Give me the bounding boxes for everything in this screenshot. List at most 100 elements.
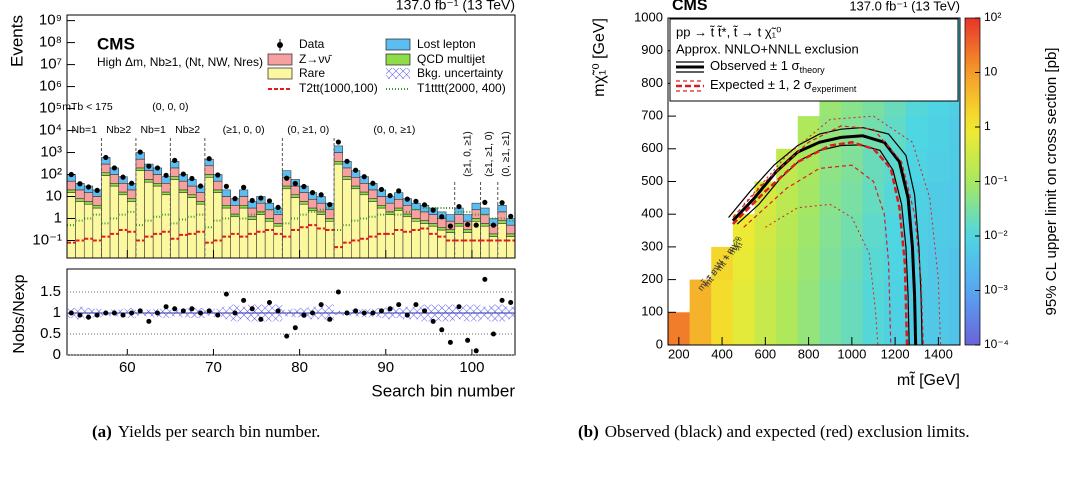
stack-segment	[282, 188, 292, 258]
heat-cell	[884, 214, 907, 248]
ratio-point	[482, 276, 488, 282]
legend-label: Rare	[299, 66, 325, 80]
stack	[67, 145, 515, 258]
stack-segment	[256, 214, 266, 258]
stack-segment	[221, 189, 231, 197]
ratio-point	[327, 316, 333, 322]
stack-segment	[118, 191, 128, 196]
legend-label: T1tttt(2000, 400)	[417, 81, 506, 95]
y-tick-label: 0	[656, 336, 663, 351]
heat-cell	[841, 312, 864, 345]
y-tick-label: 700	[641, 108, 663, 123]
stack-segment	[127, 198, 137, 202]
ratio-point	[430, 318, 436, 324]
z-tick-label: 10⁻³	[984, 283, 1008, 297]
data-point	[189, 175, 195, 182]
stack-segment	[67, 180, 76, 191]
heat-cell	[776, 214, 799, 248]
z-tick-label: 1	[984, 119, 991, 133]
stack-segment	[342, 179, 352, 258]
stack-segment	[419, 211, 430, 221]
x-tick-label: 80	[291, 359, 308, 376]
caption-b: (b) Observed (black) and expected (red) e…	[578, 417, 1058, 447]
heat-cell	[862, 279, 885, 313]
y-tick-label: 500	[641, 173, 663, 188]
stack-segment	[351, 188, 361, 258]
x-tick-label: 1400	[924, 346, 953, 361]
heat-cell	[949, 181, 960, 215]
region-label: (≥1, 0, ≥1)	[462, 131, 473, 176]
stack-segment	[109, 185, 119, 258]
data-point	[172, 157, 178, 163]
data-point	[197, 183, 204, 189]
stack-segment	[463, 229, 473, 233]
legend-label: Lost lepton	[417, 37, 476, 51]
heat-cell	[905, 116, 929, 150]
stack-segment	[445, 232, 455, 258]
legend-icon	[277, 42, 283, 48]
heat-cell	[819, 181, 842, 215]
stack-segment	[178, 189, 188, 193]
stack-segment	[239, 196, 249, 206]
y-tick-label: 10	[45, 187, 62, 204]
heat-cell	[711, 312, 734, 345]
stack-segment	[273, 214, 283, 224]
y-tick-label: 10³	[40, 144, 62, 161]
stack-segment	[204, 174, 214, 178]
selection-label: High Δm, Nb≥1, (Nt, NW, Nres)	[97, 55, 263, 69]
stack-segment	[506, 224, 515, 235]
z-axis-label: 95% CL upper limit on cross section [pb]	[1043, 48, 1060, 316]
legend-icon	[267, 53, 293, 66]
data-point	[447, 223, 453, 229]
stack-segment	[333, 152, 343, 162]
heat-cell	[689, 279, 712, 313]
data-point	[137, 149, 143, 155]
stack-segment	[221, 205, 231, 209]
stack-segment	[127, 189, 137, 199]
stack-segment	[316, 196, 326, 204]
heat-cell	[862, 214, 885, 248]
ratio-point	[86, 314, 92, 320]
data-point	[344, 158, 350, 164]
data-point	[94, 187, 100, 193]
legend-name: Expected ± 1, 2 σ	[710, 77, 812, 92]
legend-icon	[386, 68, 410, 79]
stack-segment	[342, 176, 352, 180]
legend-process: pp → t̃ t̃*, t̃ → t χ̃₁⁰	[676, 24, 781, 39]
heat-cell	[949, 312, 960, 345]
ratio-point	[249, 306, 255, 312]
stack-segment	[247, 207, 257, 218]
stack-segment	[144, 179, 154, 183]
stack-segment	[471, 218, 481, 222]
legend-box	[669, 18, 959, 102]
z-tick-label: 10²	[984, 10, 1001, 24]
x-tick-label: 800	[798, 346, 820, 361]
heat-cell	[927, 312, 950, 345]
heat-cell	[776, 246, 799, 281]
data-point	[258, 195, 264, 201]
stack-segment	[135, 158, 145, 169]
lumi-label: 137.0 fb⁻¹ (13 TeV)	[849, 0, 960, 13]
stack-segment	[497, 220, 507, 224]
x-tick-label: 400	[711, 346, 733, 361]
panel-a: Nb=1 Nb≥2 Nb=1 Nb≥2 (≥1, 0, 0) (0, ≥1, 0) (0, …	[7, 0, 516, 400]
stack-segment	[290, 197, 300, 258]
ratio-point	[223, 291, 229, 297]
stack-segment	[170, 176, 180, 180]
heat-cell	[841, 214, 864, 248]
stack-segment	[437, 218, 447, 228]
heat-cell	[949, 116, 960, 150]
stack-segment	[230, 213, 240, 218]
ratio-tick-label: 0	[53, 346, 61, 363]
heat-cell	[905, 148, 929, 182]
stack-segment	[273, 223, 283, 227]
stack-segment	[333, 163, 343, 258]
data-point	[309, 190, 316, 196]
stack-segment	[221, 207, 231, 258]
ratio-point	[344, 310, 350, 316]
ratio-point	[172, 306, 178, 312]
limit-contour	[732, 140, 909, 345]
data-point	[154, 165, 161, 171]
legend-icon	[267, 67, 293, 80]
ratio-point	[361, 310, 367, 316]
